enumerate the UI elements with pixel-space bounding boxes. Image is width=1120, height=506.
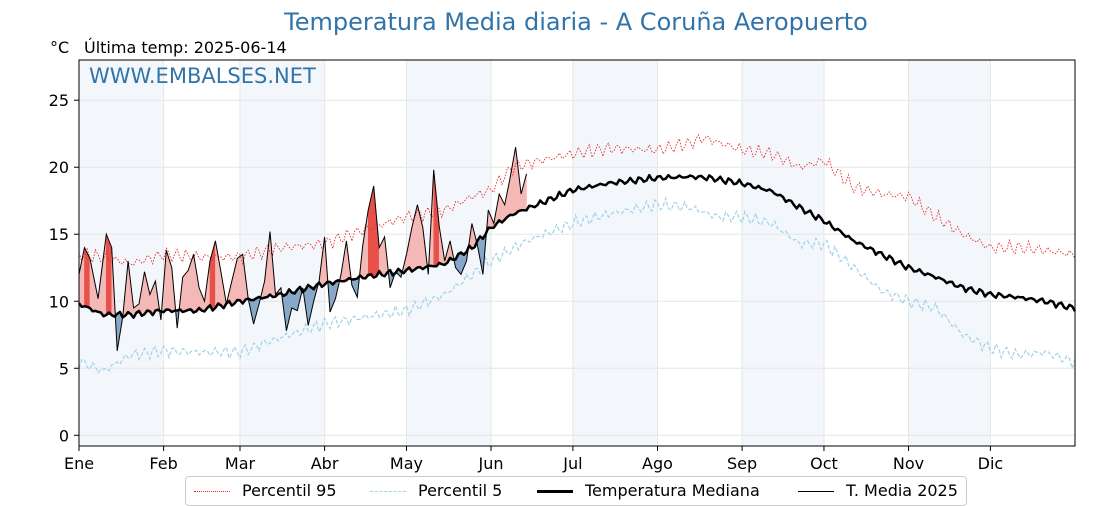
- legend-label-median: Temperatura Mediana: [585, 481, 760, 500]
- fill-above-median: [237, 254, 242, 302]
- x-tick-label: Sep: [727, 454, 757, 473]
- y-tick-label: 10: [49, 292, 69, 311]
- y-tick-label: 25: [49, 91, 69, 110]
- legend-swatch-p5: [370, 491, 406, 492]
- x-axis-ticks: Ene Feb Mar Abr May Jun Jul Ago Sep Oct Nov Dic: [64, 446, 1003, 473]
- fill-above-median: [363, 210, 368, 277]
- y-tick-label: 0: [59, 426, 69, 445]
- x-tick-label: Jul: [562, 454, 582, 473]
- legend-label-p5: Percentil 5: [418, 481, 502, 500]
- x-tick-label: Nov: [893, 454, 924, 473]
- y-tick-label: 15: [49, 225, 69, 244]
- fill-above-median: [510, 147, 515, 216]
- month-band: [742, 60, 824, 446]
- x-tick-label: Mar: [225, 454, 256, 473]
- x-tick-label: Feb: [149, 454, 177, 473]
- y-axis-ticks: 0 5 10 15 20 25: [49, 91, 79, 445]
- y-tick-label: 20: [49, 158, 69, 177]
- y-tick-label: 5: [59, 359, 69, 378]
- x-tick-label: May: [390, 454, 423, 473]
- month-band: [573, 60, 658, 446]
- legend: Percentil 95 Percentil 5 Temperatura Med…: [185, 476, 967, 506]
- x-tick-label: Jun: [478, 454, 504, 473]
- month-band: [909, 60, 991, 446]
- watermark: WWW.EMBALSES.NET: [89, 64, 316, 88]
- legend-label-2025: T. Media 2025: [846, 481, 958, 500]
- fill-above-median: [232, 258, 237, 303]
- x-tick-label: Abr: [311, 454, 339, 473]
- x-tick-label: Oct: [810, 454, 838, 473]
- legend-label-p95: Percentil 95: [242, 481, 337, 500]
- fill-below-median: [330, 282, 335, 312]
- x-tick-label: Ago: [642, 454, 673, 473]
- legend-swatch-median: [537, 490, 573, 493]
- x-tick-label: Dic: [978, 454, 1004, 473]
- x-tick-label: Ene: [64, 454, 94, 473]
- legend-swatch-p95: [194, 491, 230, 492]
- fill-above-median: [499, 194, 504, 222]
- fill-above-median: [215, 241, 220, 307]
- legend-swatch-2025: [798, 491, 834, 492]
- month-band: [79, 60, 164, 446]
- month-band: [240, 60, 325, 446]
